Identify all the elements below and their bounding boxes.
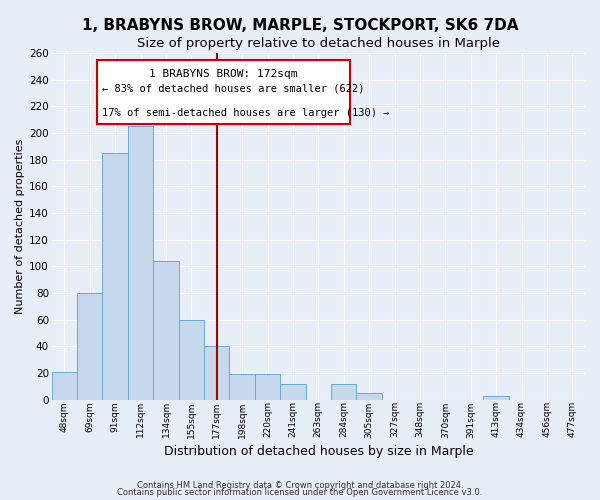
Y-axis label: Number of detached properties: Number of detached properties (15, 138, 25, 314)
Bar (484, 396, 509, 400)
Title: Size of property relative to detached houses in Marple: Size of property relative to detached ho… (137, 38, 500, 51)
Text: Contains public sector information licensed under the Open Government Licence v3: Contains public sector information licen… (118, 488, 482, 497)
Bar (103, 153, 128, 400)
Bar (229, 374, 255, 400)
Text: 1, BRABYNS BROW, MARPLE, STOCKPORT, SK6 7DA: 1, BRABYNS BROW, MARPLE, STOCKPORT, SK6 … (82, 18, 518, 32)
Text: ← 83% of detached houses are smaller (622): ← 83% of detached houses are smaller (62… (103, 83, 365, 93)
Text: 1 BRABYNS BROW: 172sqm: 1 BRABYNS BROW: 172sqm (149, 68, 298, 78)
Bar (204, 346, 229, 400)
Bar (52, 372, 77, 400)
FancyBboxPatch shape (97, 60, 350, 124)
Bar (255, 374, 280, 400)
X-axis label: Distribution of detached houses by size in Marple: Distribution of detached houses by size … (164, 444, 473, 458)
Bar (128, 126, 153, 400)
Bar (356, 393, 382, 400)
Text: Contains HM Land Registry data © Crown copyright and database right 2024.: Contains HM Land Registry data © Crown c… (137, 480, 463, 490)
Bar (280, 384, 305, 400)
Bar (77, 293, 103, 400)
Bar (179, 320, 204, 400)
Text: 17% of semi-detached houses are larger (130) →: 17% of semi-detached houses are larger (… (103, 108, 390, 118)
Bar (331, 384, 356, 400)
Bar (153, 261, 179, 400)
